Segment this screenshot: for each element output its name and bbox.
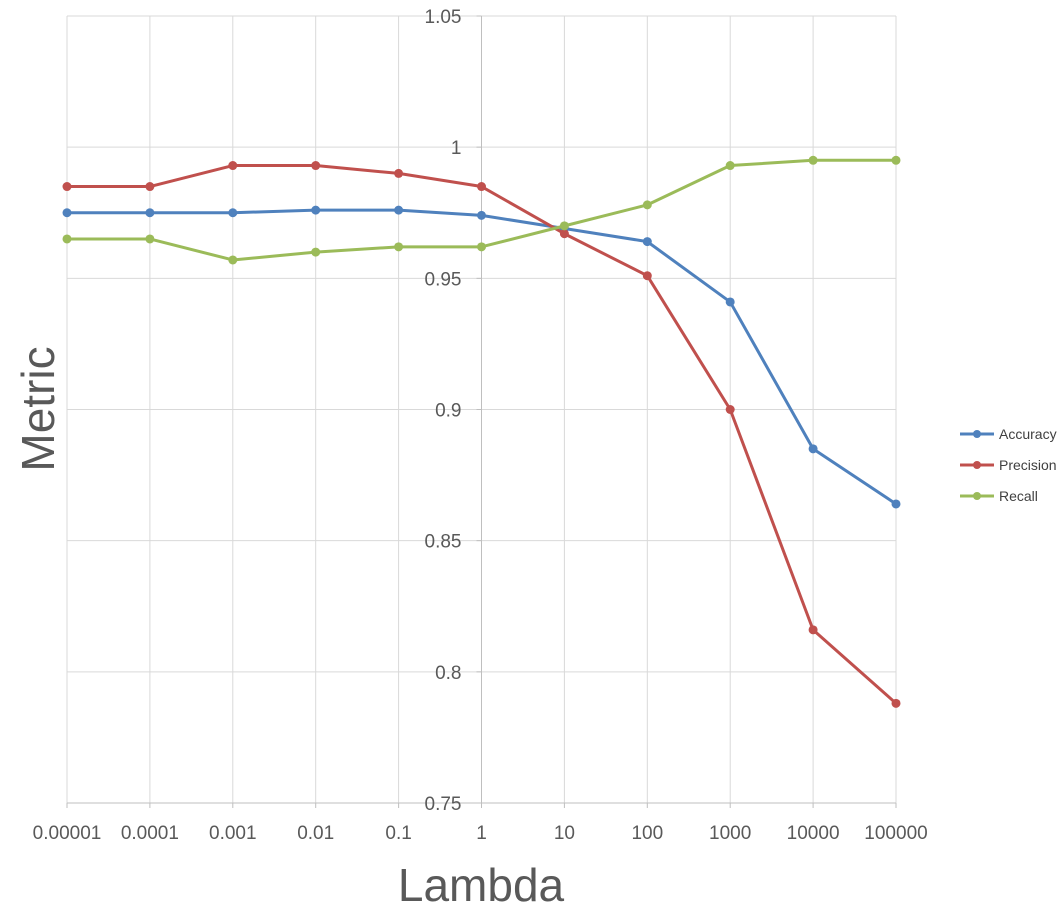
legend-marker-precision (973, 461, 981, 469)
data-point-recall (642, 200, 652, 210)
data-point-accuracy (642, 237, 652, 247)
y-tick-label: 0.8 (435, 663, 461, 684)
data-point-accuracy (145, 208, 155, 218)
data-point-recall (228, 255, 238, 265)
data-point-accuracy (808, 444, 818, 454)
x-tick-label: 100000 (864, 823, 927, 844)
x-tick-label: 0.01 (297, 823, 334, 844)
data-point-recall (891, 155, 901, 165)
y-axis-title: Metric (12, 346, 64, 471)
x-tick-label: 1000 (709, 823, 751, 844)
data-point-precision (62, 182, 72, 192)
x-tick-label: 0.00001 (33, 823, 102, 844)
y-tick-label: 0.9 (435, 401, 461, 422)
data-point-recall (311, 247, 321, 257)
x-tick-label: 0.001 (209, 823, 257, 844)
x-tick-label: 10000 (787, 823, 840, 844)
data-point-recall (808, 155, 818, 165)
data-point-accuracy (62, 208, 72, 218)
data-point-accuracy (394, 205, 404, 215)
y-tick-label: 0.95 (425, 269, 462, 290)
data-point-accuracy (311, 205, 321, 215)
data-point-precision (559, 229, 569, 239)
data-point-accuracy (891, 499, 901, 509)
data-point-precision (642, 271, 652, 281)
legend: Accuracy Precision Recall (960, 426, 1057, 504)
y-tick-label: 1 (451, 138, 462, 159)
data-point-recall (145, 234, 155, 244)
x-tick-label: 1 (476, 823, 487, 844)
data-point-recall (394, 242, 404, 252)
legend-marker-recall (973, 492, 981, 500)
data-point-recall (559, 221, 569, 231)
x-tick-label: 0.1 (385, 823, 411, 844)
data-point-accuracy (477, 210, 486, 220)
data-point-precision (891, 698, 901, 708)
legend-label-precision: Precision (999, 457, 1057, 473)
legend-label-accuracy: Accuracy (999, 426, 1057, 442)
data-point-precision (228, 161, 238, 171)
legend-marker-accuracy (973, 430, 981, 438)
data-point-precision (311, 161, 321, 171)
data-point-precision (394, 168, 404, 178)
y-tick-label: 0.75 (425, 794, 462, 815)
data-point-recall (62, 234, 72, 244)
x-tick-label: 100 (631, 823, 663, 844)
tick-labels: 0.75 0.8 0.85 0.9 0.95 1 1.05 0.00001 0.0001 0.00… (33, 7, 928, 844)
data-point-precision (725, 405, 735, 414)
data-point-recall (725, 161, 735, 171)
data-point-accuracy (725, 297, 735, 307)
legend-label-recall: Recall (999, 488, 1038, 504)
series-lines (62, 155, 901, 708)
data-point-precision (145, 182, 155, 192)
y-tick-label: 1.05 (425, 7, 462, 28)
data-point-precision (808, 625, 818, 635)
data-point-accuracy (228, 208, 238, 218)
y-tick-label: 0.85 (425, 532, 462, 553)
x-axis-title: Lambda (398, 859, 565, 911)
x-tick-label: 0.0001 (121, 823, 179, 844)
axes (66, 15, 897, 808)
data-point-precision (477, 182, 486, 192)
data-point-recall (477, 242, 486, 252)
x-tick-label: 10 (554, 823, 575, 844)
